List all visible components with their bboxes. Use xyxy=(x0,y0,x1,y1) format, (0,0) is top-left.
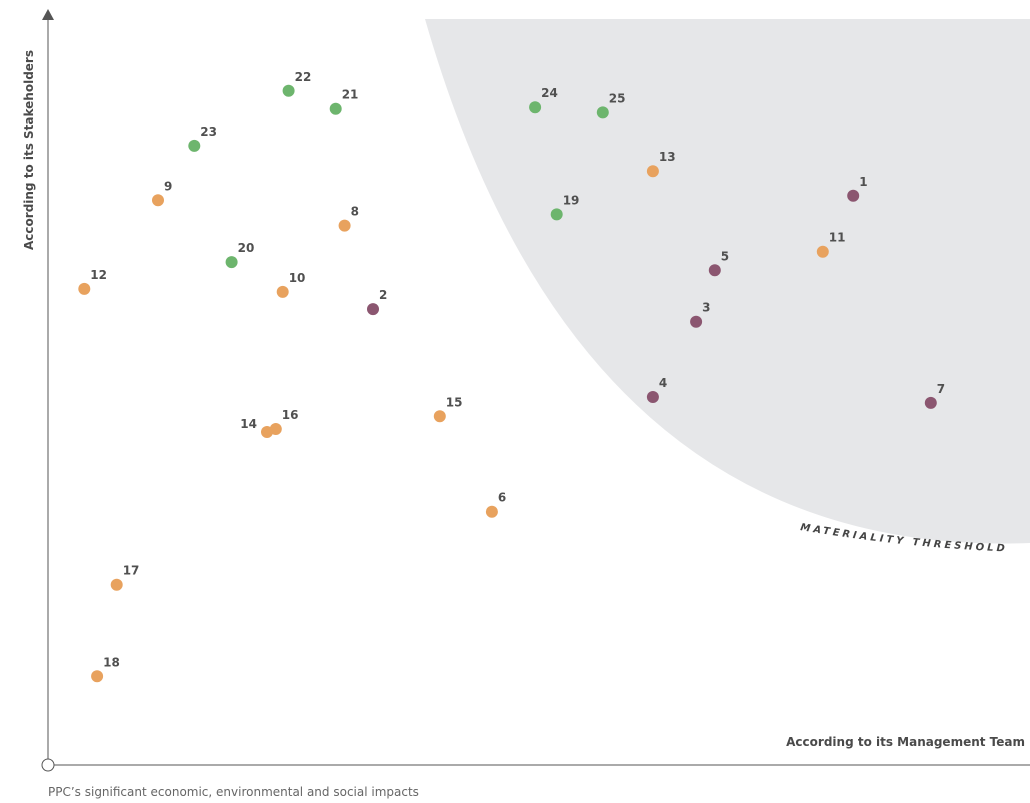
point-label-2: 2 xyxy=(379,288,387,302)
point-5 xyxy=(708,264,721,277)
point-label-15: 15 xyxy=(446,395,463,409)
point-label-6: 6 xyxy=(498,491,506,505)
point-label-23: 23 xyxy=(200,125,217,139)
point-15 xyxy=(433,410,446,423)
point-19 xyxy=(550,208,563,221)
y-axis-arrow-icon xyxy=(42,9,54,20)
point-3 xyxy=(690,315,703,328)
point-6 xyxy=(485,505,498,518)
point-7 xyxy=(924,396,937,409)
point-label-12: 12 xyxy=(90,268,107,282)
point-1 xyxy=(847,189,860,202)
point-label-21: 21 xyxy=(342,88,359,102)
point-label-8: 8 xyxy=(351,205,359,219)
point-13 xyxy=(646,165,659,178)
point-21 xyxy=(329,102,342,115)
point-10 xyxy=(276,285,289,298)
point-label-18: 18 xyxy=(103,655,120,669)
point-20 xyxy=(225,256,238,269)
point-18 xyxy=(91,670,104,683)
y-axis-title: According to its Stakeholders xyxy=(22,50,36,250)
point-label-10: 10 xyxy=(289,271,306,285)
point-label-5: 5 xyxy=(721,249,729,263)
point-12 xyxy=(78,282,91,295)
point-label-13: 13 xyxy=(659,150,676,164)
point-label-24: 24 xyxy=(541,86,558,100)
point-label-14: 14 xyxy=(240,417,257,431)
origin-circle-icon xyxy=(41,758,55,772)
point-24 xyxy=(529,101,542,114)
point-23 xyxy=(188,139,201,152)
point-22 xyxy=(282,84,295,97)
point-label-25: 25 xyxy=(609,91,626,105)
point-label-3: 3 xyxy=(702,301,710,315)
point-label-4: 4 xyxy=(659,376,667,390)
point-label-17: 17 xyxy=(123,564,140,578)
point-11 xyxy=(816,245,829,258)
point-label-22: 22 xyxy=(295,70,312,84)
point-9 xyxy=(152,194,164,207)
point-8 xyxy=(338,219,351,232)
point-label-20: 20 xyxy=(238,241,255,255)
point-label-11: 11 xyxy=(829,231,846,245)
point-4 xyxy=(646,391,659,403)
point-17 xyxy=(110,578,123,591)
chart-caption: PPC’s significant economic, environmenta… xyxy=(48,785,419,799)
point-16 xyxy=(269,423,282,435)
point-label-9: 9 xyxy=(164,179,172,193)
point-label-19: 19 xyxy=(563,193,580,207)
materiality-region xyxy=(425,19,1030,544)
x-axis-title: According to its Management Team xyxy=(786,735,1025,749)
point-25 xyxy=(596,106,609,119)
point-label-16: 16 xyxy=(282,408,299,422)
point-label-7: 7 xyxy=(937,382,945,396)
point-2 xyxy=(367,303,379,316)
point-label-1: 1 xyxy=(859,175,867,189)
